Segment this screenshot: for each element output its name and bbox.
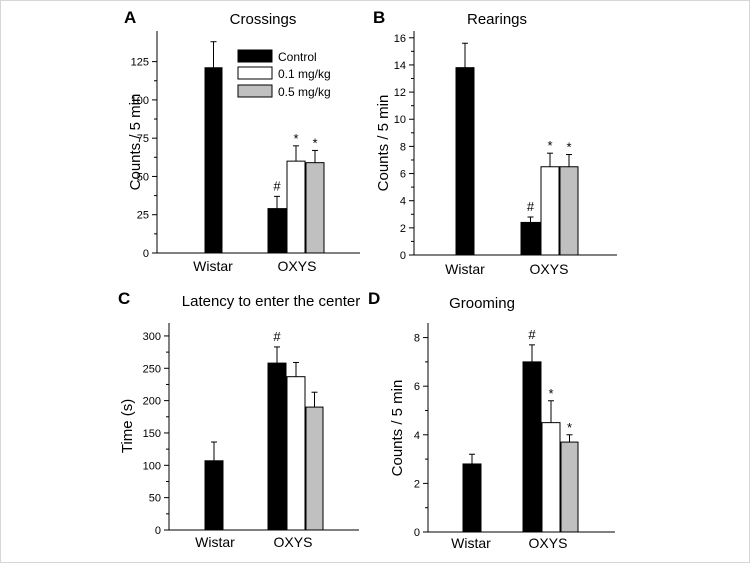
panel-c-bar-0-1-mg-kg-oxys bbox=[286, 376, 306, 531]
panel-d-y-tick-label: 2 bbox=[414, 478, 420, 490]
panel-a-category-label: Wistar bbox=[193, 258, 233, 274]
panel-b-y-axis-label: Counts / 5 min bbox=[375, 95, 392, 192]
legend-swatch-3 bbox=[237, 84, 273, 98]
panel-b-y-tick-label: 12 bbox=[394, 87, 406, 99]
panel-b-category-label: OXYS bbox=[530, 261, 569, 277]
legend-swatch-2 bbox=[237, 66, 273, 80]
panel-c-bar-control-wistar bbox=[204, 460, 224, 531]
panel-a-y-tick-label: 125 bbox=[131, 57, 149, 69]
panel-c-bar-0-5-mg-kg-oxys bbox=[305, 406, 324, 531]
panel-c-y-tick-label: 300 bbox=[143, 331, 161, 343]
panel-d-bar-0-1-mg-kg-oxys bbox=[541, 422, 561, 533]
panel-d-y-tick-label: 6 bbox=[414, 381, 420, 393]
panel-d-category-label: Wistar bbox=[451, 535, 491, 551]
panel-c-category-label: Wistar bbox=[195, 534, 235, 550]
panel-c-bar-control-oxys bbox=[267, 362, 287, 531]
panel-a-y-tick-label: 50 bbox=[137, 171, 149, 183]
panel-b-y-tick-label: 2 bbox=[400, 223, 406, 235]
panel-b-title: Rearings bbox=[467, 11, 527, 28]
panel-d-significance-mark: * bbox=[548, 386, 553, 401]
panel-b-bar-0-5-mg-kg-oxys bbox=[559, 166, 579, 256]
panel-c-significance-mark: # bbox=[273, 329, 281, 344]
panel-b-bar-control-oxys bbox=[520, 221, 541, 256]
panel-a-title: Crossings bbox=[230, 11, 297, 28]
panel-b-y-tick-label: 14 bbox=[394, 60, 406, 72]
panel-a-bar-0-5-mg-kg-oxys bbox=[305, 162, 325, 254]
panel-a-bar-0-1-mg-kg-oxys bbox=[286, 160, 306, 254]
panel-d-letter: D bbox=[368, 289, 380, 308]
panel-b-bar-0-1-mg-kg-oxys bbox=[540, 166, 560, 256]
panel-b-category-label: Wistar bbox=[445, 261, 485, 277]
panel-a-y-tick-label: 0 bbox=[143, 248, 149, 260]
panel-c-y-axis-label: Time (s) bbox=[119, 399, 136, 453]
panel-c-title: Latency to enter the center bbox=[182, 293, 360, 310]
panel-b-y-tick-label: 4 bbox=[400, 196, 406, 208]
panel-a-y-tick-label: 75 bbox=[137, 133, 149, 145]
panel-c-y-tick-label: 200 bbox=[143, 396, 161, 408]
panel-b-bar-control-wistar bbox=[455, 67, 475, 256]
panel-b-significance-mark: * bbox=[566, 140, 571, 155]
legend-label-3: 0.5 mg/kg bbox=[278, 85, 331, 99]
panel-d-bar-control-wistar bbox=[462, 463, 482, 533]
panel-a-significance-mark: * bbox=[312, 135, 317, 150]
panel-a-significance-mark: # bbox=[273, 178, 281, 193]
panel-b-letter: B bbox=[373, 8, 385, 27]
panel-a-category-label: OXYS bbox=[278, 258, 317, 274]
panel-a-y-tick-label: 25 bbox=[137, 210, 149, 222]
panel-d-y-tick-label: 4 bbox=[414, 430, 420, 442]
panel-d-y-tick-label: 0 bbox=[414, 527, 420, 539]
panel-a-y-tick-label: 100 bbox=[131, 95, 149, 107]
panel-b-y-tick-label: 6 bbox=[400, 169, 406, 181]
panel-d-significance-mark: # bbox=[528, 327, 536, 342]
panel-d-y-tick-label: 8 bbox=[414, 333, 420, 345]
panel-a-bar-control-wistar bbox=[204, 67, 223, 254]
panel-c-y-tick-label: 100 bbox=[143, 460, 161, 472]
panel-d-bar-0-5-mg-kg-oxys bbox=[560, 441, 579, 533]
panel-d-category-label: OXYS bbox=[529, 535, 568, 551]
panel-a-letter: A bbox=[124, 8, 136, 27]
panel-c-category-label: OXYS bbox=[274, 534, 313, 550]
panel-b-y-tick-label: 10 bbox=[394, 114, 406, 126]
panel-b-y-tick-label: 0 bbox=[400, 250, 406, 262]
panel-c-letter: C bbox=[118, 289, 130, 308]
panel-d-significance-mark: * bbox=[567, 420, 572, 435]
panel-b-y-tick-label: 8 bbox=[400, 141, 406, 153]
panel-b-y-tick-label: 16 bbox=[394, 33, 406, 45]
panel-d-y-axis-label: Counts / 5 min bbox=[389, 380, 406, 477]
panel-b-significance-mark: # bbox=[527, 199, 535, 214]
panel-c-y-tick-label: 0 bbox=[155, 525, 161, 537]
panel-d-bar-control-oxys bbox=[522, 361, 542, 533]
legend-label-2: 0.1 mg/kg bbox=[278, 67, 331, 81]
panel-a-significance-mark: * bbox=[293, 131, 298, 146]
legend-swatch-1 bbox=[237, 49, 273, 63]
legend-label-1: Control bbox=[278, 50, 317, 64]
panel-d-title: Grooming bbox=[449, 295, 515, 312]
panel-a-bar-control-oxys bbox=[267, 208, 287, 254]
panel-c-y-tick-label: 50 bbox=[149, 493, 161, 505]
panel-c-y-tick-label: 250 bbox=[143, 363, 161, 375]
panel-b-significance-mark: * bbox=[547, 138, 552, 153]
panel-c-y-tick-label: 150 bbox=[143, 428, 161, 440]
panel-a-y-axis-label: Counts / 5 min bbox=[127, 94, 144, 191]
